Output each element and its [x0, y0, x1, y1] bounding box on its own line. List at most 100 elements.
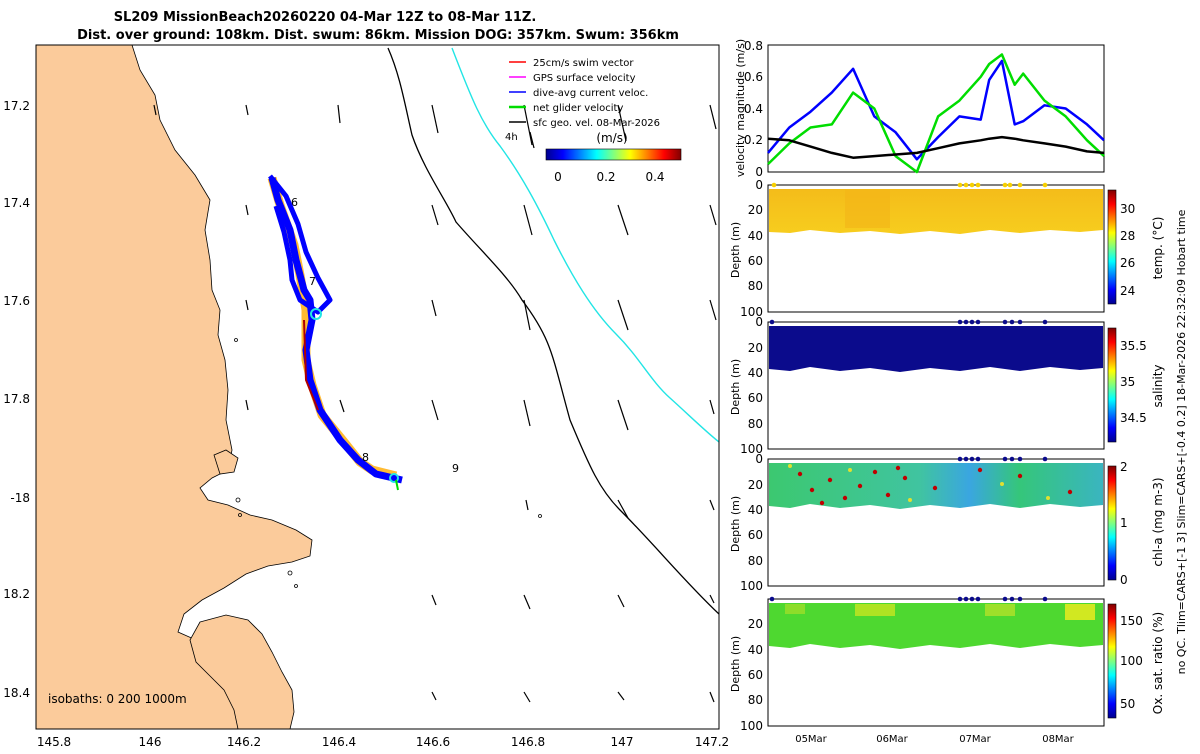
x-tick: 146.2 [227, 735, 261, 749]
map-legend: 25cm/s swim vector GPS surface velocity … [505, 58, 660, 149]
depth-tick: 20 [748, 478, 763, 492]
x-tick: 146.8 [511, 735, 545, 749]
depth-tick: 40 [748, 229, 763, 243]
legend-label: GPS surface velocity [533, 73, 636, 84]
depth-tick: 100 [740, 719, 763, 733]
day-marker: 7 [309, 275, 316, 288]
depth-tick: 100 [740, 579, 763, 593]
colorbar-tick: 0.2 [596, 170, 615, 184]
legend-label: sfc geo. vel. 08-Mar-2026 [533, 118, 660, 129]
depth-tick: 80 [748, 693, 763, 707]
glider-track [267, 174, 403, 491]
y-tick: 0.2 [744, 133, 763, 147]
y-tick: 0 [755, 165, 763, 179]
depth-tick: 20 [748, 617, 763, 631]
colorbar-tick: 35 [1120, 375, 1135, 389]
time-axis: 05Mar 06Mar 07Mar 08Mar [795, 734, 1074, 745]
series-line-net-glider-velocity [767, 53, 1105, 174]
depth-tick: 20 [748, 341, 763, 355]
legend-label: net glider velocity [533, 103, 623, 114]
depth-tick: 60 [748, 254, 763, 268]
salinity-panel: 34.5 35 35.5 salinity 0 20 40 60 80 100 … [729, 315, 1165, 456]
colorbar-tick: 35.5 [1120, 339, 1147, 353]
y-tick: 18.4 [3, 686, 30, 700]
isobaths-label: isobaths: 0 200 1000m [48, 692, 187, 706]
y-axis-label: Depth (m) [729, 222, 742, 278]
title-line-2: Dist. over ground: 108km. Dist. swum: 86… [77, 28, 679, 43]
depth-tick: 20 [748, 203, 763, 217]
legend-label: 25cm/s swim vector [533, 58, 634, 69]
y-tick: 0.6 [744, 70, 763, 84]
oxygen-field [769, 603, 1103, 649]
colorbar-label: salinity [1151, 364, 1165, 407]
depth-tick: 80 [748, 417, 763, 431]
time-tick: 07Mar [959, 734, 991, 745]
depth-tick: 80 [748, 554, 763, 568]
series-line-dive-avg-current [767, 59, 1105, 161]
temperature-field [769, 189, 1103, 234]
depth-tick: 60 [748, 528, 763, 542]
colorbar-tick: 0.4 [645, 170, 664, 184]
y-axis-label: Depth (m) [729, 636, 742, 692]
y-axis-label: velocity magnitude (m/s) [734, 39, 747, 177]
map-y-axis: 17.2 17.4 17.6 17.8 -18 18.2 18.4 [3, 99, 30, 700]
salinity-field [769, 326, 1103, 372]
title-line-1: SL209 MissionBeach20260220 04-Mar 12Z to… [114, 10, 537, 25]
day-marker: 8 [362, 451, 369, 464]
y-tick: 0.4 [744, 102, 763, 116]
depth-tick: 40 [748, 503, 763, 517]
depth-tick: 100 [740, 305, 763, 319]
x-tick: 145.8 [37, 735, 71, 749]
y-tick: 17.8 [3, 392, 30, 406]
colorbar-tick: 100 [1120, 654, 1143, 668]
depth-tick: 40 [748, 366, 763, 380]
island [189, 614, 295, 729]
y-tick: -18 [10, 491, 30, 505]
depth-tick: 0 [755, 452, 763, 466]
colorbar-label: (m/s) [596, 131, 627, 145]
y-tick: 17.4 [3, 196, 30, 210]
colorbar-tick: 150 [1120, 614, 1143, 628]
chlorophyll-field [769, 463, 1103, 509]
y-tick: 18.2 [3, 587, 30, 601]
time-tick: 06Mar [876, 734, 908, 745]
isobath-1000m [451, 47, 719, 443]
map-panel: 6 7 8 9 25cm/s swim vector GPS surface v… [3, 44, 729, 749]
island [213, 449, 239, 475]
x-tick: 147 [611, 735, 634, 749]
depth-tick: 100 [740, 442, 763, 456]
y-axis-label: Depth (m) [729, 359, 742, 415]
colorbar-label: temp. (°C) [1151, 217, 1165, 280]
colorbar-tick: 0 [554, 170, 562, 184]
legend-label: dive-avg current veloc. [533, 88, 648, 99]
geo-velocity-arrows [153, 104, 717, 703]
y-tick: 0.8 [744, 39, 763, 53]
x-tick: 146.4 [322, 735, 356, 749]
y-tick: 17.6 [3, 294, 30, 308]
colorbar-tick: 30 [1120, 202, 1135, 216]
day-marker: 9 [452, 462, 459, 475]
depth-tick: 60 [748, 668, 763, 682]
time-tick: 05Mar [795, 734, 827, 745]
y-tick: 17.2 [3, 99, 30, 113]
x-tick: 146 [139, 735, 162, 749]
velocity-series [767, 53, 1105, 174]
map-x-axis: 145.8 146 146.2 146.4 146.6 146.8 147 14… [37, 735, 729, 749]
y-axis-label: Depth (m) [729, 496, 742, 552]
depth-tick: 0 [755, 178, 763, 192]
isobath-200m [387, 47, 719, 615]
depth-tick: 80 [748, 279, 763, 293]
colorbar-tick: 28 [1120, 229, 1135, 243]
x-tick: 147.2 [695, 735, 729, 749]
velocity-chart: 0 0.2 0.4 0.6 0.8 velocity magnitude (m/… [734, 39, 1105, 179]
colorbar-tick: 24 [1120, 284, 1135, 298]
colorbar-tick: 50 [1120, 697, 1135, 711]
oxygen-panel: 50 100 150 Ox. sat. ratio (%) 20 40 60 8… [729, 596, 1165, 733]
colorbar-tick: 34.5 [1120, 411, 1147, 425]
colorbar-tick: 26 [1120, 256, 1135, 270]
side-note: no QC. Tlim=CARS+[-1 3] Slim=CARS+[-0.4 … [1175, 209, 1188, 674]
colorbar-tick: 1 [1120, 516, 1128, 530]
series-line-sfc-geo-vel- [767, 135, 1105, 159]
temperature-panel: 24 26 28 30 temp. (°C) 0 20 40 60 80 100… [729, 178, 1165, 319]
